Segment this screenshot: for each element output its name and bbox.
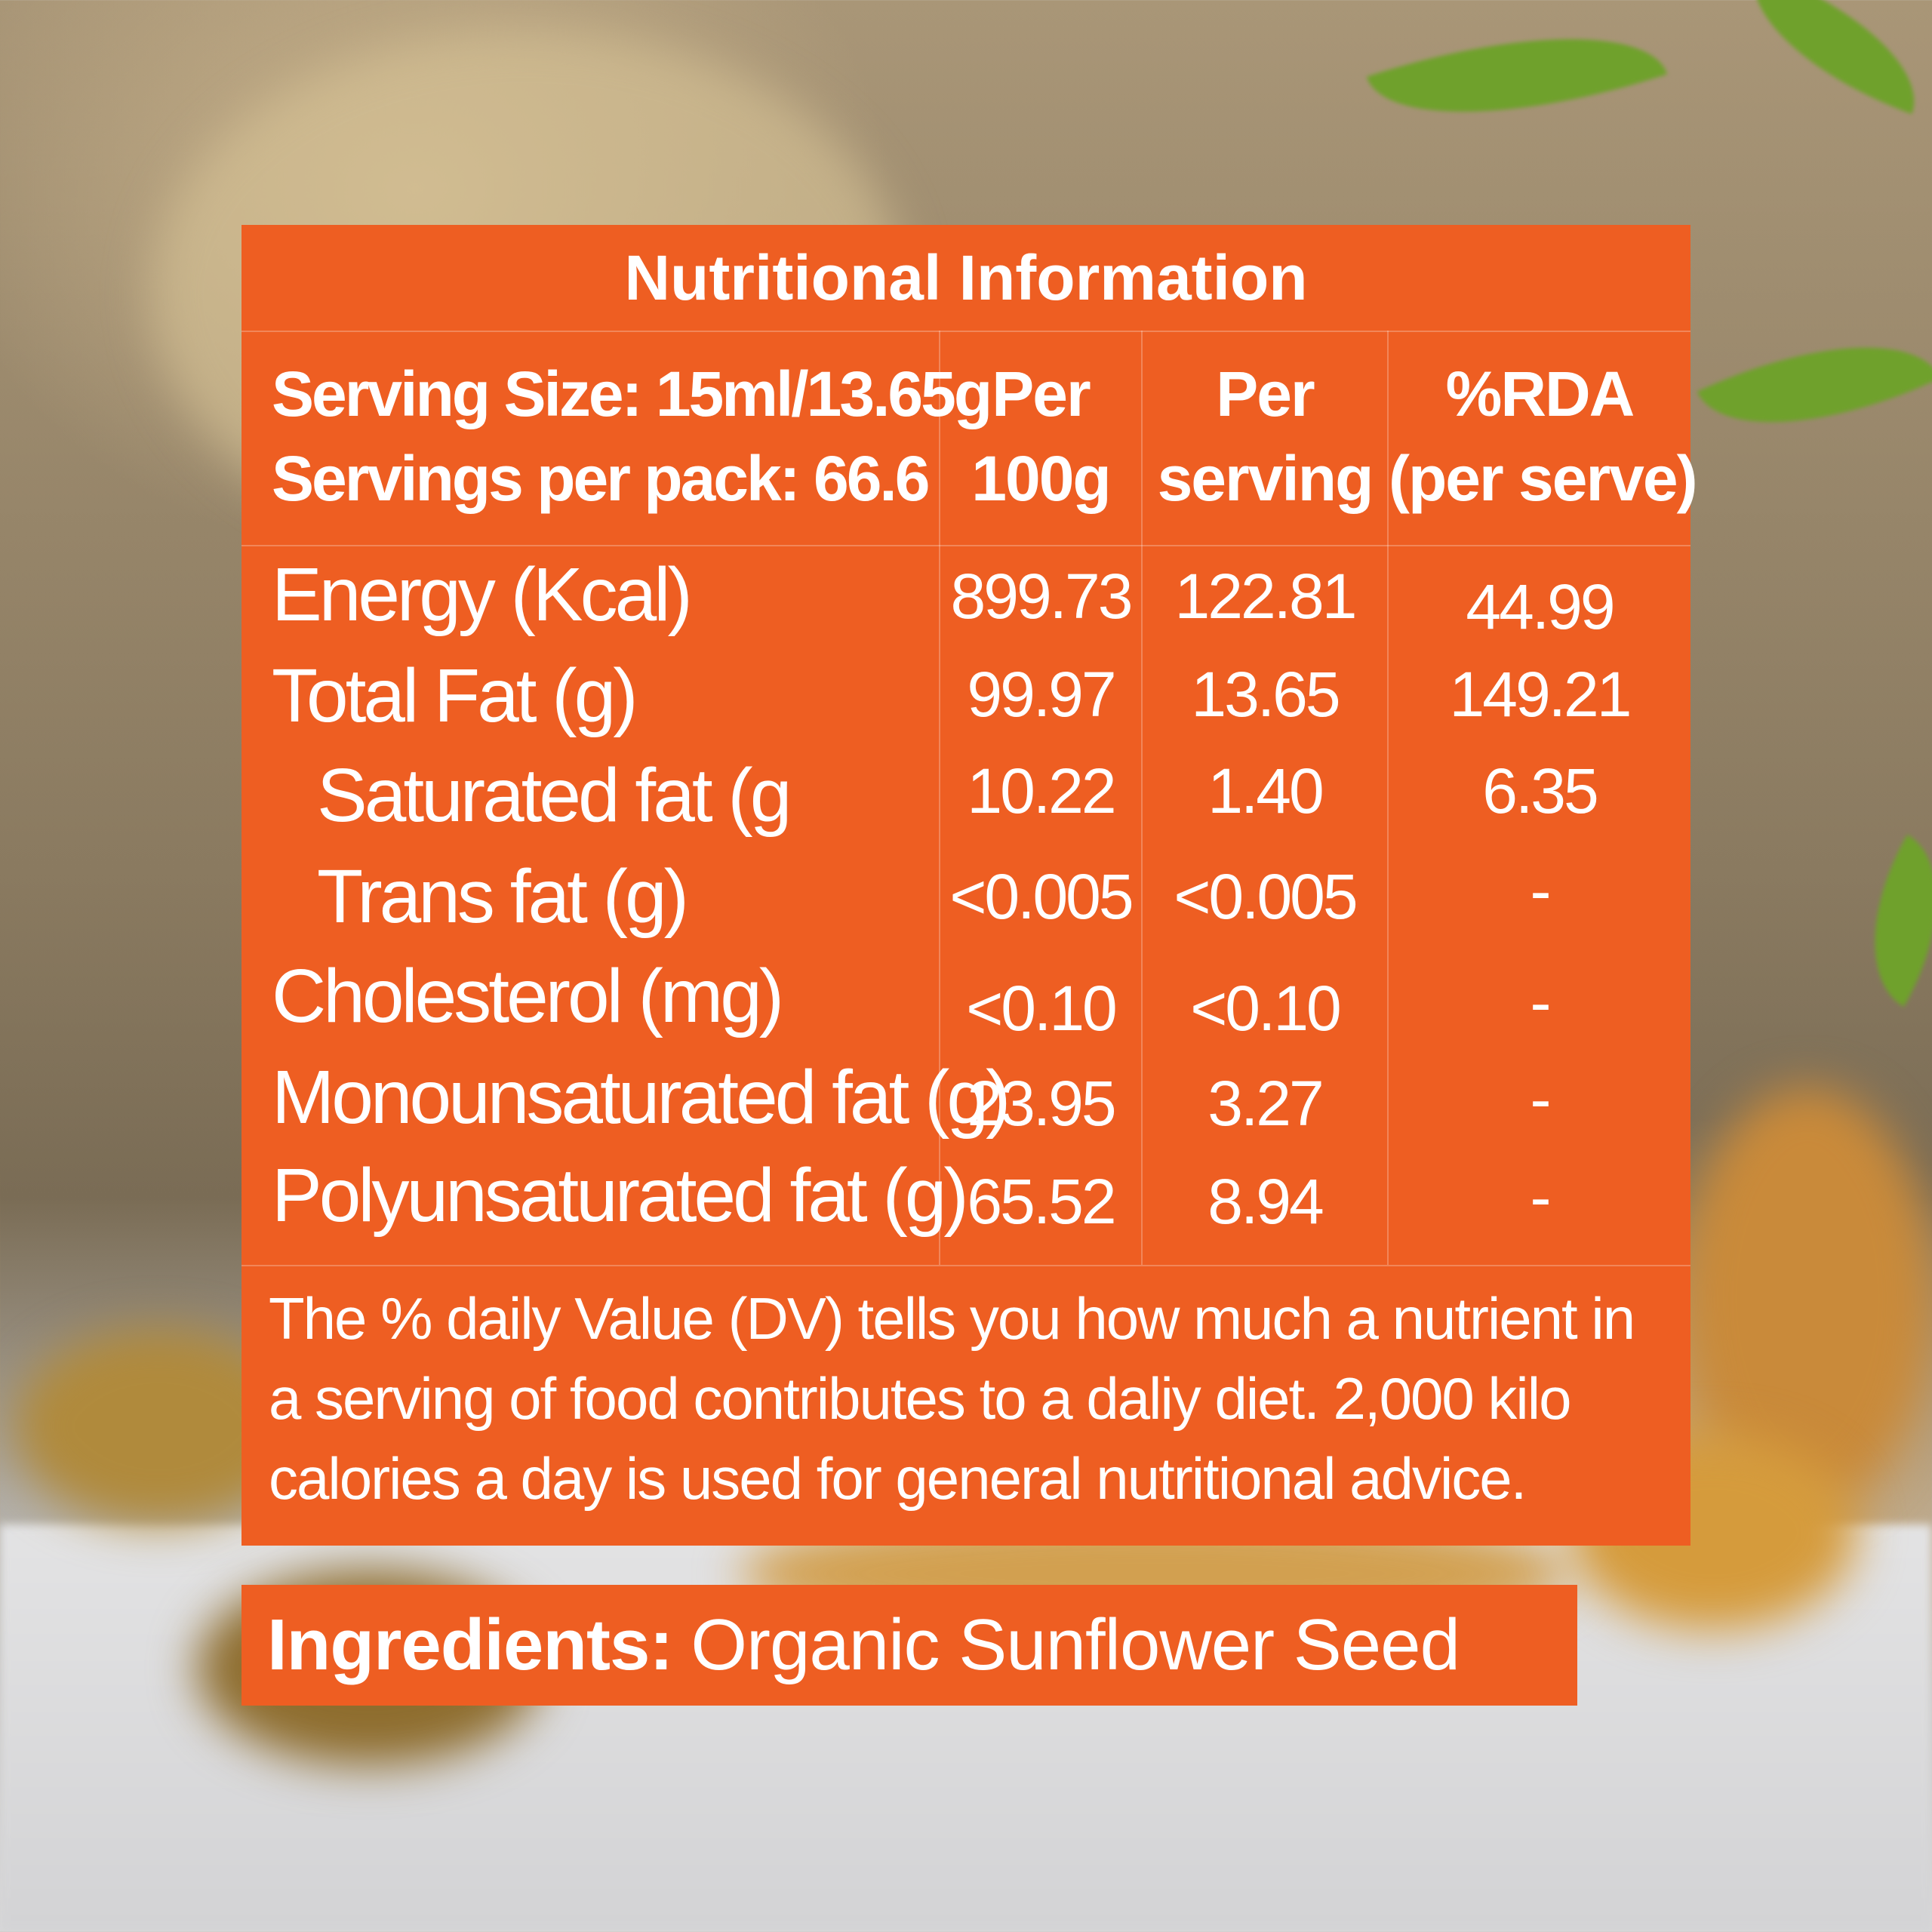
row-label-total-fat: Total Fat (g) (272, 654, 638, 738)
panel-title: Nutritional Information (624, 242, 1308, 313)
cell-per-serving: 13.65 (1191, 659, 1340, 730)
nutrition-info-panel: Nutritional Information Serving Size: 15… (242, 225, 1698, 1546)
cell-per-100g: 23.95 (967, 1068, 1116, 1139)
cell-per-100g: <0.10 (966, 973, 1118, 1044)
servings-per-pack: Servings per pack: 66.6 (272, 443, 930, 514)
cell-per-serving: 8.94 (1208, 1166, 1324, 1237)
cell-rda: - (1530, 967, 1552, 1038)
row-label-trans-fat: Trans fat (g) (317, 854, 689, 939)
ingredients-label: Ingredients: (267, 1604, 673, 1685)
cell-rda: - (1530, 1161, 1552, 1232)
daily-value-note: The % daily Value (DV) tells you how muc… (269, 1285, 1635, 1512)
column-header-per-serving: Per serving (1157, 358, 1374, 514)
column-divider (939, 331, 940, 1265)
cell-rda: - (1530, 1063, 1552, 1134)
divider (242, 1265, 1690, 1266)
cell-rda: - (1530, 855, 1552, 926)
cell-per-100g: 99.97 (967, 659, 1116, 730)
cell-per-100g: 65.52 (967, 1166, 1116, 1237)
serving-info: Serving Size: 15ml/13.65g Servings per p… (272, 352, 992, 521)
cell-per-serving: 3.27 (1208, 1068, 1324, 1139)
serving-size: Serving Size: 15ml/13.65g (272, 358, 992, 429)
cell-per-serving: 122.81 (1174, 561, 1358, 632)
row-label-monounsaturated-fat: Monounsaturated fat (g) (272, 1055, 1011, 1140)
leaf-decoration (1832, 834, 1932, 1008)
column-header-rda: %RDA (per serve) (1389, 358, 1698, 514)
row-label-polyunsaturated-fat: Polyunsaturated fat (g) (272, 1153, 969, 1238)
cell-per-serving: 1.40 (1208, 755, 1324, 826)
cell-per-serving: <0.005 (1174, 861, 1358, 932)
row-label-saturated-fat: Saturated fat (g (317, 753, 792, 838)
column-divider (1387, 331, 1389, 1265)
column-header-per-100g: Per 100g (971, 358, 1111, 514)
ingredients-value: Organic Sunflower Seed (691, 1604, 1460, 1685)
leaf-decoration (1366, 0, 1668, 163)
cell-rda: 6.35 (1482, 755, 1599, 826)
row-label-energy: Energy (Kcal) (272, 552, 693, 637)
divider (242, 545, 1690, 546)
cell-per-100g: 899.73 (950, 561, 1134, 632)
cell-rda: 44.99 (1466, 571, 1615, 642)
leaf-decoration (1697, 296, 1932, 474)
cell-per-serving: <0.10 (1190, 973, 1342, 1044)
leaf-decoration (1727, 0, 1932, 115)
cell-per-100g: 10.22 (967, 755, 1116, 826)
ingredients-panel: Ingredients: Organic Sunflower Seed (242, 1585, 1577, 1706)
cell-per-100g: <0.005 (949, 861, 1134, 932)
divider (242, 331, 1690, 332)
column-divider (1141, 331, 1143, 1265)
row-label-cholesterol: Cholesterol (mg) (272, 954, 784, 1038)
cell-rda: 149.21 (1449, 659, 1632, 730)
